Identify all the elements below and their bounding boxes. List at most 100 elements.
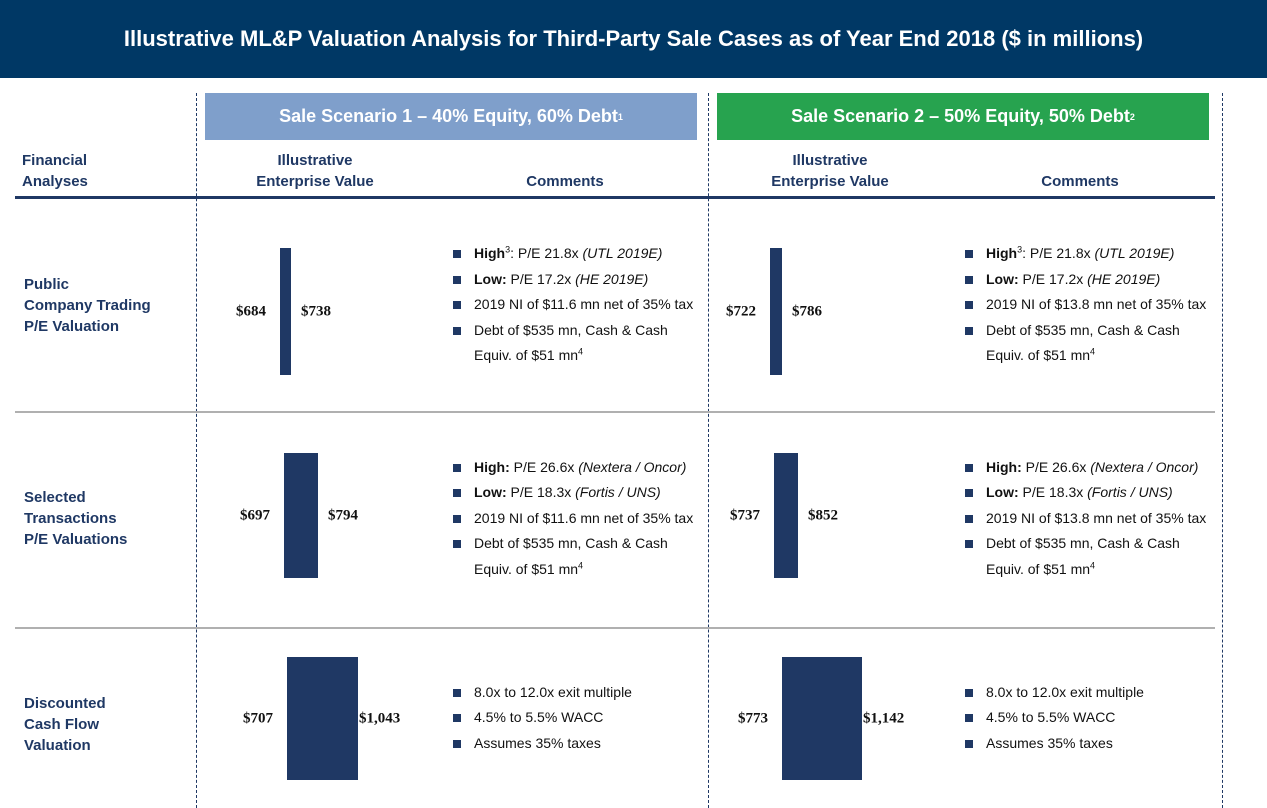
comment-span: 2019 NI of $11.6 mn net of 35% tax xyxy=(474,296,694,313)
low-value: $697 xyxy=(240,507,270,523)
comment-span: Debt of $535 mn, Cash & Cash Equiv. of $… xyxy=(986,321,1180,364)
comment-span: P/E 18.3x xyxy=(1018,484,1088,501)
low-value: $722 xyxy=(726,303,756,319)
low-value: $684 xyxy=(236,303,266,319)
high-value: $794 xyxy=(328,507,358,523)
high-value: $1,043 xyxy=(359,710,401,726)
column-header-line: Enterprise Value xyxy=(771,173,889,190)
range-bar xyxy=(284,453,318,578)
row-label-line: Selected xyxy=(24,489,86,506)
dashed-divider xyxy=(1222,93,1223,808)
comment-span: : P/E 21.8x xyxy=(510,245,583,262)
comment-span: Debt of $535 mn, Cash & Cash Equiv. of $… xyxy=(474,321,668,364)
comment-item: 8.0x to 12.0x exit multiple xyxy=(453,680,696,706)
row-label-line: Transactions xyxy=(24,510,117,527)
row-label-line: Cash Flow xyxy=(24,715,100,733)
row-label-line: Discounted xyxy=(24,694,106,712)
high-value: $786 xyxy=(792,303,822,319)
comment-b: High: xyxy=(474,458,510,475)
comment-item: High: P/E 26.6x (Nextera / Oncor) xyxy=(965,455,1208,481)
range-bar xyxy=(782,657,862,780)
comment-item: Low: P/E 18.3x (Fortis / UNS) xyxy=(453,480,696,506)
comment-span: : P/E 21.8x xyxy=(1022,245,1095,262)
comment-item: 2019 NI of $13.8 mn net of 35% tax xyxy=(965,292,1208,318)
comment-item: 2019 NI of $11.6 mn net of 35% tax xyxy=(453,506,696,532)
comment-span: Assumes 35% taxes xyxy=(986,734,1113,751)
comment-item: Assumes 35% taxes xyxy=(453,731,696,757)
column-header: Illustrative Enterprise Value xyxy=(230,150,400,192)
high-value: $738 xyxy=(301,303,331,319)
comment-i: (HE 2019E) xyxy=(1087,270,1161,287)
comment-span: P/E 17.2x xyxy=(1018,270,1088,287)
scenario-title: Sale Scenario 2 – 50% Equity, 50% Debt xyxy=(791,106,1130,126)
row-label: Selected Transactions P/E Valuations xyxy=(24,487,189,550)
comment-item: Low: P/E 17.2x (HE 2019E) xyxy=(965,267,1208,293)
comment-sup: 4 xyxy=(578,560,584,571)
column-header-line: Financial xyxy=(22,152,88,169)
column-header-line: Enterprise Value xyxy=(256,173,374,190)
comments: High3: P/E 21.8x (UTL 2019E) Low: P/E 17.… xyxy=(965,200,1208,410)
range-bar xyxy=(770,248,782,375)
comment-span: 2019 NI of $13.8 mn net of 35% tax xyxy=(986,296,1207,313)
column-header: Financial Analyses xyxy=(22,150,172,192)
comment-item: 2019 NI of $13.8 mn net of 35% tax xyxy=(965,506,1208,532)
comment-b: Low: xyxy=(474,270,507,287)
row-label-line: P/E Valuations xyxy=(24,531,128,548)
comment-span: 4.5% to 5.5% WACC xyxy=(986,709,1116,726)
comment-i: (UTL 2019E) xyxy=(1094,245,1175,262)
header-rule xyxy=(15,196,1215,199)
title: Illustrative ML&P Valuation Analysis for… xyxy=(123,26,1144,51)
range-bar xyxy=(287,657,358,780)
high-value: $852 xyxy=(808,507,838,523)
scenario-header: Sale Scenario 1 – 40% Equity, 60% Debt 1 xyxy=(205,93,697,140)
row-label-line: Public xyxy=(24,275,70,293)
comment-span: 2019 NI of $13.8 mn net of 35% tax xyxy=(986,509,1207,526)
comment-b: Low: xyxy=(986,270,1019,287)
comment-span: 8.0x to 12.0x exit multiple xyxy=(986,683,1144,700)
comment-i: (Nextera / Oncor) xyxy=(1090,458,1199,475)
comment-sup: 3 xyxy=(505,244,511,255)
comment-item: Assumes 35% taxes xyxy=(965,731,1208,757)
low-value: $707 xyxy=(243,710,273,726)
comment-item: Debt of $535 mn, Cash & Cash Equiv. of $… xyxy=(453,531,696,582)
column-header-line: Illustrative xyxy=(277,152,353,169)
range-bar xyxy=(774,453,798,578)
comment-b: High xyxy=(474,245,506,262)
comment-sup: 4 xyxy=(1090,560,1096,571)
comment-span: Debt of $535 mn, Cash & Cash Equiv. of $… xyxy=(474,535,668,577)
comment-span: P/E 18.3x xyxy=(506,484,576,501)
row-label: Discounted Cash Flow Valuation xyxy=(24,693,189,756)
comment-b: High: xyxy=(986,458,1022,475)
low-value: $773 xyxy=(738,710,768,726)
comment-item: Debt of $535 mn, Cash & Cash Equiv. of $… xyxy=(965,531,1208,582)
row-rule xyxy=(15,627,1215,629)
comment-b: Low: xyxy=(986,484,1019,501)
comment-b: High xyxy=(986,245,1018,262)
row-label-line: Company Trading xyxy=(24,296,151,314)
title-bar: Illustrative ML&P Valuation Analysis for… xyxy=(0,0,1267,78)
comment-span: P/E 17.2x xyxy=(506,270,576,287)
dashed-divider xyxy=(708,93,709,808)
comment-item: Debt of $535 mn, Cash & Cash Equiv. of $… xyxy=(965,318,1208,369)
comment-item: High3: P/E 21.8x (UTL 2019E) xyxy=(965,241,1208,267)
dashed-divider xyxy=(196,93,197,808)
comment-item: 2019 NI of $11.6 mn net of 35% tax xyxy=(453,292,696,318)
comment-i: (Fortis / UNS) xyxy=(575,484,661,501)
comment-item: High3: P/E 21.8x (UTL 2019E) xyxy=(453,241,696,267)
scenario-header: Sale Scenario 2 – 50% Equity, 50% Debt 2 xyxy=(717,93,1209,140)
high-value: $1,142 xyxy=(863,710,905,726)
comment-item: Low: P/E 18.3x (Fortis / UNS) xyxy=(965,480,1208,506)
comment-item: Debt of $535 mn, Cash & Cash Equiv. of $… xyxy=(453,318,696,369)
row-label: Public Company Trading P/E Valuation xyxy=(24,274,189,337)
comment-i: (Fortis / UNS) xyxy=(1087,484,1173,501)
comment-span: 8.0x to 12.0x exit multiple xyxy=(474,683,632,700)
low-value: $737 xyxy=(730,507,760,523)
comment-sup: 4 xyxy=(578,346,584,357)
comments: High: P/E 26.6x (Nextera / Oncor) Low: P/… xyxy=(453,412,696,625)
column-header: Illustrative Enterprise Value xyxy=(745,150,915,192)
row-label-line: P/E Valuation xyxy=(24,317,120,335)
comment-span: 2019 NI of $11.6 mn net of 35% tax xyxy=(474,509,694,526)
comment-item: 4.5% to 5.5% WACC xyxy=(965,705,1208,731)
range-bar xyxy=(280,248,291,375)
